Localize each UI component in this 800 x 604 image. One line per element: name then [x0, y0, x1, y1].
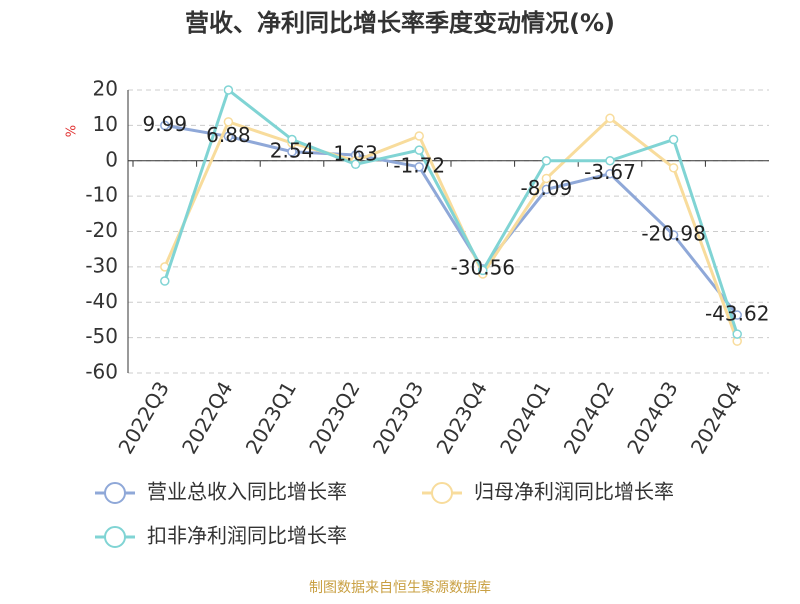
data-point — [668, 163, 679, 173]
data-point — [160, 276, 170, 286]
data-label: 1.63 — [333, 141, 378, 165]
series-line — [163, 116, 739, 342]
data-point — [605, 113, 615, 124]
x-tick-label: 2022Q4 — [177, 377, 237, 458]
legend-label: 扣非净利润同比增长率 — [147, 524, 347, 548]
x-tick-label: 2023Q3 — [368, 377, 428, 458]
data-point — [605, 156, 615, 166]
data-point — [350, 159, 361, 170]
y-tick-label: -20 — [85, 218, 118, 242]
data-point — [414, 145, 424, 155]
data-label: 2.54 — [270, 138, 315, 162]
data-point — [541, 156, 552, 166]
data-label: -30.56 — [451, 255, 515, 279]
data-point — [732, 310, 742, 320]
data-point — [668, 230, 679, 240]
data-point — [223, 85, 234, 95]
x-tick-label: 2024Q1 — [495, 377, 555, 458]
legend-marker — [431, 482, 453, 504]
legend-marker — [104, 482, 126, 504]
y-tick-label: -50 — [85, 324, 118, 348]
data-point — [478, 265, 488, 276]
series-line — [163, 87, 739, 335]
data-point — [414, 131, 424, 141]
data-label: -3.67 — [584, 160, 636, 184]
data-point — [223, 117, 234, 127]
data-point — [541, 173, 552, 184]
y-tick-label: 10 — [93, 112, 118, 136]
data-label: 6.88 — [206, 123, 251, 147]
data-point — [732, 329, 742, 339]
data-point — [223, 131, 234, 142]
y-tick-label: -10 — [85, 183, 118, 207]
source-note: 制图数据来自恒生聚源数据库 — [309, 580, 491, 596]
data-label: -1.72 — [393, 153, 445, 177]
data-label: -8.09 — [521, 176, 573, 200]
series-line — [164, 123, 739, 316]
x-tick-label: 2024Q2 — [559, 377, 619, 458]
y-tick-label: -40 — [85, 289, 118, 313]
data-label: -43.62 — [705, 302, 769, 326]
data-label: -20.98 — [641, 221, 705, 245]
y-axis-label: % — [65, 125, 80, 137]
legend-label: 营业总收入同比增长率 — [147, 480, 347, 504]
y-tick-label: 20 — [93, 77, 118, 101]
data-point — [605, 168, 615, 179]
y-tick-label: 0 — [105, 147, 118, 171]
x-tick-label: 2024Q4 — [686, 377, 746, 458]
x-tick-label: 2022Q3 — [113, 377, 173, 458]
y-tick-label: -60 — [85, 360, 118, 384]
data-point — [541, 184, 552, 195]
data-point — [287, 134, 297, 145]
data-point — [414, 162, 424, 172]
x-tick-label: 2023Q2 — [304, 377, 364, 458]
data-point — [160, 120, 170, 131]
x-tick-label: 2024Q3 — [622, 377, 682, 458]
legend-marker — [104, 526, 126, 548]
x-tick-label: 2023Q1 — [241, 377, 301, 458]
x-tick-label: 2023Q4 — [431, 377, 491, 458]
y-tick-label: -30 — [85, 253, 118, 277]
data-label: 9.99 — [143, 112, 188, 136]
chart-title: 营收、净利同比增长率季度变动情况(%) — [185, 9, 615, 37]
data-point — [668, 134, 679, 145]
legend-label: 归母净利润同比增长率 — [474, 480, 674, 504]
